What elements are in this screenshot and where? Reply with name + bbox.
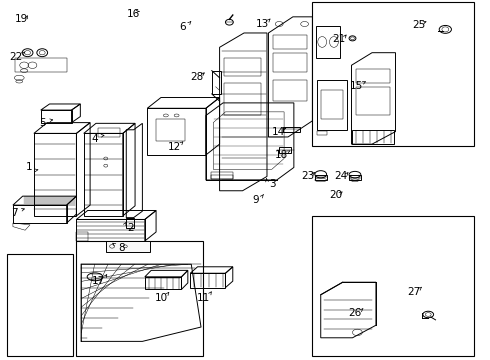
Text: 17: 17: [92, 276, 105, 286]
Bar: [318, 131, 327, 135]
Bar: [76, 241, 203, 356]
Text: 26: 26: [348, 309, 362, 318]
Text: 14: 14: [271, 127, 285, 136]
Bar: [356, 69, 390, 83]
Text: 5: 5: [39, 118, 46, 128]
Text: 6: 6: [180, 22, 186, 32]
Text: 27: 27: [407, 287, 420, 297]
Bar: [312, 216, 474, 356]
Bar: [349, 175, 361, 180]
Text: 25: 25: [412, 20, 425, 30]
Text: 11: 11: [197, 293, 210, 303]
Text: 7: 7: [11, 208, 18, 218]
Bar: [273, 35, 307, 49]
Text: 19: 19: [15, 14, 28, 24]
Text: 2: 2: [127, 224, 133, 233]
Bar: [106, 241, 150, 252]
Text: 20: 20: [329, 190, 343, 200]
Text: 28: 28: [191, 72, 204, 82]
Bar: [352, 130, 394, 144]
Text: 10: 10: [154, 293, 168, 303]
Bar: [6, 253, 73, 356]
Text: 3: 3: [270, 179, 276, 189]
Text: 8: 8: [118, 243, 124, 253]
Bar: [212, 71, 220, 94]
Text: 23: 23: [301, 171, 314, 181]
Bar: [279, 147, 292, 153]
Text: 16: 16: [126, 9, 140, 19]
Bar: [318, 80, 346, 130]
Text: 1: 1: [25, 162, 32, 172]
Bar: [15, 58, 67, 72]
Text: 15: 15: [350, 81, 363, 91]
Bar: [321, 90, 343, 119]
Text: 4: 4: [91, 134, 98, 144]
Bar: [283, 127, 300, 132]
Bar: [224, 83, 261, 116]
Text: 12: 12: [168, 142, 181, 152]
Bar: [211, 175, 233, 179]
Bar: [98, 128, 121, 137]
Text: 18: 18: [275, 150, 288, 160]
Text: 9: 9: [252, 195, 259, 205]
Text: 21: 21: [333, 34, 346, 44]
Bar: [273, 80, 307, 101]
Bar: [273, 53, 307, 72]
Text: 13: 13: [255, 19, 269, 29]
Text: 24: 24: [335, 171, 348, 181]
Bar: [356, 87, 390, 116]
Bar: [224, 58, 261, 76]
Bar: [156, 119, 185, 140]
Bar: [315, 175, 327, 180]
Bar: [211, 172, 233, 179]
Text: 22: 22: [10, 52, 23, 62]
Bar: [312, 3, 474, 146]
